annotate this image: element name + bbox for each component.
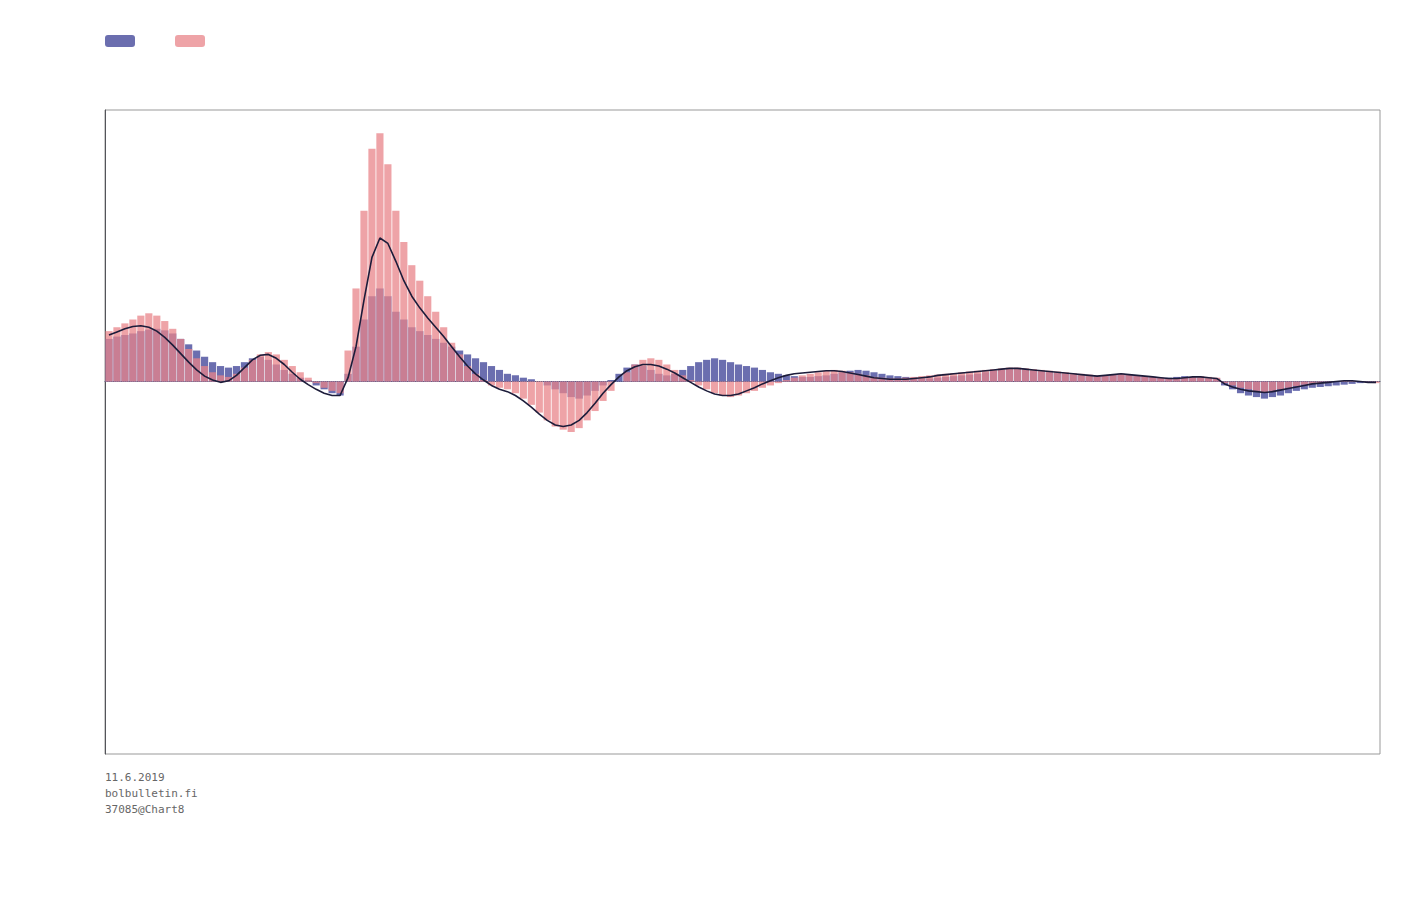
svg-text:37085@Chart8: 37085@Chart8 [105, 803, 184, 816]
svg-text:bolbulletin.fi: bolbulletin.fi [105, 787, 198, 800]
svg-text:11.6.2019: 11.6.2019 [105, 771, 165, 784]
